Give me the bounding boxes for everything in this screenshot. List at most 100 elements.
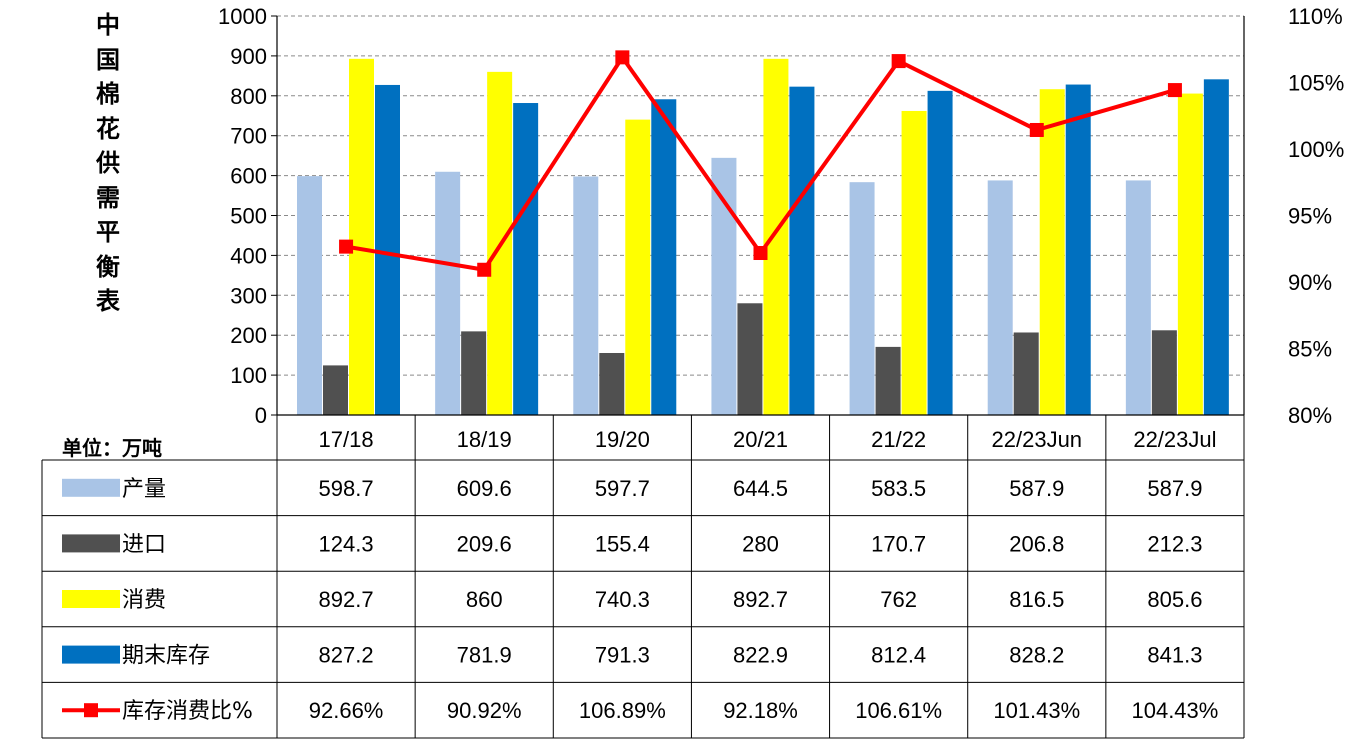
bar-消费 — [901, 110, 927, 415]
y-left-tick-label: 300 — [230, 283, 267, 308]
bar-进口 — [461, 331, 487, 415]
x-tick-label: 21/22 — [871, 427, 926, 452]
bar-产量 — [297, 176, 322, 415]
bar-消费 — [763, 58, 789, 416]
line-marker — [339, 239, 354, 254]
y-right-tick-label: 80% — [1288, 403, 1332, 428]
table-cell: 101.43% — [993, 698, 1080, 723]
table-cell: 597.7 — [595, 476, 650, 501]
table-cell: 812.4 — [871, 643, 926, 668]
table-cell: 740.3 — [595, 587, 650, 612]
legend-label: 库存消费比% — [122, 699, 253, 724]
legend-label: 期末库存 — [122, 644, 210, 669]
table-cell: 841.3 — [1147, 643, 1202, 668]
table-cell: 155.4 — [595, 531, 650, 556]
line-marker — [1167, 83, 1182, 98]
legend-marker — [84, 703, 98, 718]
table-cell: 827.2 — [319, 643, 374, 668]
bar-产量 — [1125, 180, 1151, 415]
table-cell: 791.3 — [595, 643, 650, 668]
y-left-tick-label: 0 — [255, 403, 267, 428]
table-cell: 206.8 — [1009, 531, 1064, 556]
bar-消费 — [1039, 89, 1065, 416]
y-right-tick-label: 90% — [1288, 270, 1332, 295]
table-cell: 583.5 — [871, 476, 926, 501]
title-char: 表 — [96, 287, 120, 315]
bar-期末库存 — [513, 103, 539, 415]
table-cell: 822.9 — [733, 643, 788, 668]
table-cell: 106.89% — [579, 698, 666, 723]
table-cell: 124.3 — [319, 531, 374, 556]
table-cell: 92.18% — [723, 698, 798, 723]
table-cell: 892.7 — [733, 587, 788, 612]
table-cell: 609.6 — [457, 476, 512, 501]
y-left-tick-label: 200 — [230, 323, 267, 348]
title-char: 需 — [96, 183, 120, 212]
bar-进口 — [1151, 330, 1177, 415]
line-marker — [891, 54, 906, 69]
table-cell: 816.5 — [1009, 587, 1064, 612]
x-tick-label: 18/19 — [457, 427, 512, 452]
table-cell: 828.2 — [1009, 643, 1064, 668]
legend-swatch — [62, 590, 120, 608]
x-tick-label: 22/23Jun — [992, 427, 1083, 452]
y-right-tick-label: 105% — [1288, 71, 1344, 96]
y-right-tick-label: 100% — [1288, 137, 1344, 162]
table-cell: 209.6 — [457, 531, 512, 556]
bar-期末库存 — [789, 86, 815, 415]
line-marker — [753, 246, 768, 261]
y-left-tick-label: 700 — [230, 124, 267, 149]
y-right-tick-label: 85% — [1288, 337, 1332, 362]
table-cell: 92.66% — [309, 698, 384, 723]
legend-label: 产量 — [122, 477, 166, 502]
table-cell: 587.9 — [1147, 476, 1202, 501]
legend-label: 消费 — [122, 588, 166, 613]
table-cell: 170.7 — [871, 531, 926, 556]
legend-swatch — [62, 478, 120, 497]
title-char: 花 — [96, 114, 120, 143]
y-left-tick-label: 800 — [230, 84, 267, 109]
y-left-tick-label: 900 — [230, 44, 267, 69]
table-cell: 587.9 — [1009, 476, 1064, 501]
legend-swatch — [62, 645, 120, 664]
bar-产量 — [987, 180, 1013, 415]
bar-期末库存 — [375, 84, 400, 415]
bar-消费 — [349, 58, 374, 416]
title-char: 平 — [96, 218, 120, 246]
title-char: 国 — [96, 45, 120, 74]
bar-进口 — [875, 346, 901, 415]
bar-产量 — [849, 182, 875, 415]
x-tick-label: 22/23Jul — [1133, 427, 1216, 452]
legend-swatch — [62, 534, 120, 553]
table-cell: 781.9 — [457, 643, 512, 668]
bar-消费 — [625, 119, 651, 415]
table-cell: 106.61% — [855, 698, 942, 723]
y-left-tick-label: 500 — [230, 204, 267, 229]
table-cell: 805.6 — [1147, 587, 1202, 612]
bar-期末库存 — [1203, 79, 1229, 416]
chart-title: 中国棉花供需平衡表 — [88, 8, 128, 319]
title-char: 棉 — [96, 80, 120, 108]
line-marker — [615, 50, 630, 65]
y-left-tick-label: 1000 — [218, 4, 267, 29]
table-cell: 212.3 — [1147, 531, 1202, 556]
bar-期末库存 — [927, 90, 953, 415]
table-cell: 598.7 — [319, 476, 374, 501]
bar-进口 — [737, 303, 763, 415]
bar-期末库存 — [651, 99, 677, 415]
y-left-tick-label: 600 — [230, 164, 267, 189]
table-cell: 104.43% — [1131, 698, 1218, 723]
table-cell: 644.5 — [733, 476, 788, 501]
bar-期末库存 — [1065, 84, 1091, 415]
bar-进口 — [323, 365, 348, 415]
table-cell: 860 — [466, 587, 503, 612]
bar-消费 — [1177, 93, 1203, 415]
x-tick-label: 19/20 — [595, 427, 650, 452]
bar-进口 — [599, 352, 625, 415]
title-char: 中 — [96, 11, 120, 39]
table-cell: 892.7 — [319, 587, 374, 612]
table-cell: 280 — [742, 531, 779, 556]
unit-label: 单位：万吨 — [62, 436, 162, 460]
table-cell: 90.92% — [447, 698, 522, 723]
